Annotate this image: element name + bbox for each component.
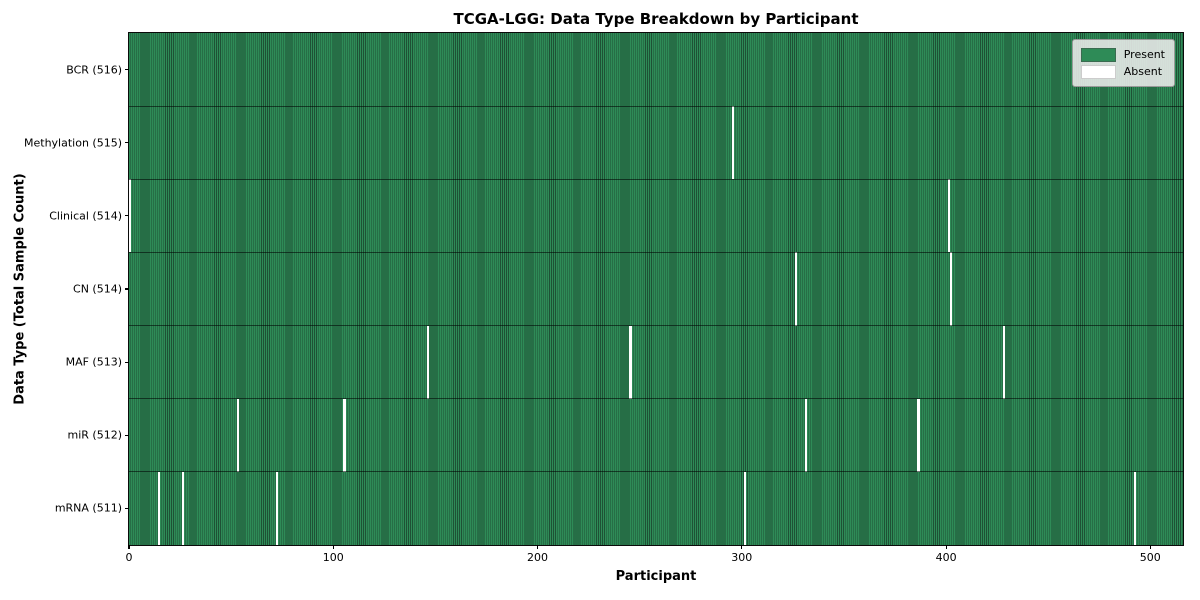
y-tick-mark xyxy=(125,288,129,290)
absent-stripe xyxy=(950,252,953,326)
absent-stripe xyxy=(343,398,346,472)
row-separator xyxy=(129,178,1183,180)
x-tick-mark xyxy=(1149,545,1151,549)
absent-stripe xyxy=(794,252,798,326)
absent-stripe xyxy=(237,398,240,472)
x-tick-label: 500 xyxy=(1139,551,1161,564)
row-separator xyxy=(129,398,1183,400)
heatmap-row-mrna xyxy=(129,471,1183,545)
absent-stripe xyxy=(1003,325,1006,399)
absent-stripe xyxy=(129,179,132,253)
y-tick-label: mRNA (511) xyxy=(54,501,122,515)
y-tick-label: miR (512) xyxy=(67,428,123,442)
legend-entry-present: Present xyxy=(1080,46,1165,63)
legend: Present Absent xyxy=(1071,39,1175,87)
heatmap-row-bcr xyxy=(129,33,1183,107)
absent-stripe xyxy=(182,471,185,545)
y-tick-label: Clinical (514) xyxy=(49,209,122,223)
plot-area: Present Absent xyxy=(128,32,1184,546)
y-tick-mark xyxy=(125,215,129,217)
heatmap-row-maf xyxy=(129,325,1183,399)
row-separator xyxy=(129,105,1183,107)
y-tick-mark xyxy=(125,142,129,144)
absent-stripe xyxy=(276,471,279,545)
heatmap-row-mir xyxy=(129,398,1183,472)
x-tick-mark xyxy=(741,545,743,549)
absent-stripe xyxy=(743,471,747,545)
legend-entry-absent: Absent xyxy=(1080,63,1165,80)
y-tick-label: MAF (513) xyxy=(65,355,122,369)
chart-title: TCGA-LGG: Data Type Breakdown by Partici… xyxy=(453,10,859,28)
heatmap-row-clinical xyxy=(129,179,1183,253)
y-tick-mark xyxy=(125,434,129,436)
y-tick-mark xyxy=(125,69,129,71)
x-tick-mark xyxy=(945,545,947,549)
row-separator xyxy=(129,251,1183,253)
y-tick-label: BCR (516) xyxy=(66,63,122,77)
absent-stripe xyxy=(917,398,920,472)
absent-stripe xyxy=(629,325,632,399)
x-tick-label: 400 xyxy=(935,551,957,564)
legend-label-absent: Absent xyxy=(1123,65,1163,78)
absent-stripe xyxy=(948,179,951,253)
x-tick-mark xyxy=(332,545,334,549)
y-tick-mark xyxy=(125,507,129,509)
x-tick-label: 0 xyxy=(125,551,133,564)
row-separator xyxy=(129,325,1183,327)
y-tick-mark xyxy=(125,361,129,363)
x-tick-label: 300 xyxy=(731,551,753,564)
row-separator xyxy=(129,471,1183,473)
x-tick-mark xyxy=(128,545,130,549)
heatmap-row-methylation xyxy=(129,106,1183,180)
x-tick-mark xyxy=(536,545,539,549)
heatmap-row-cn xyxy=(129,252,1183,326)
x-axis-label: Participant xyxy=(615,569,697,584)
heatmap-grid xyxy=(129,33,1183,545)
y-tick-label: CN (514) xyxy=(73,282,122,296)
y-tick-label: Methylation (515) xyxy=(24,136,122,150)
x-tick-label: 200 xyxy=(527,551,548,564)
present-swatch xyxy=(1080,47,1116,62)
absent-swatch xyxy=(1080,64,1116,79)
absent-stripe xyxy=(427,325,430,399)
absent-stripe xyxy=(157,471,160,545)
absent-stripe xyxy=(805,398,808,472)
x-tick-label: 100 xyxy=(322,551,344,564)
legend-label-present: Present xyxy=(1123,48,1165,61)
absent-stripe xyxy=(1133,471,1137,545)
absent-stripe xyxy=(731,106,734,180)
